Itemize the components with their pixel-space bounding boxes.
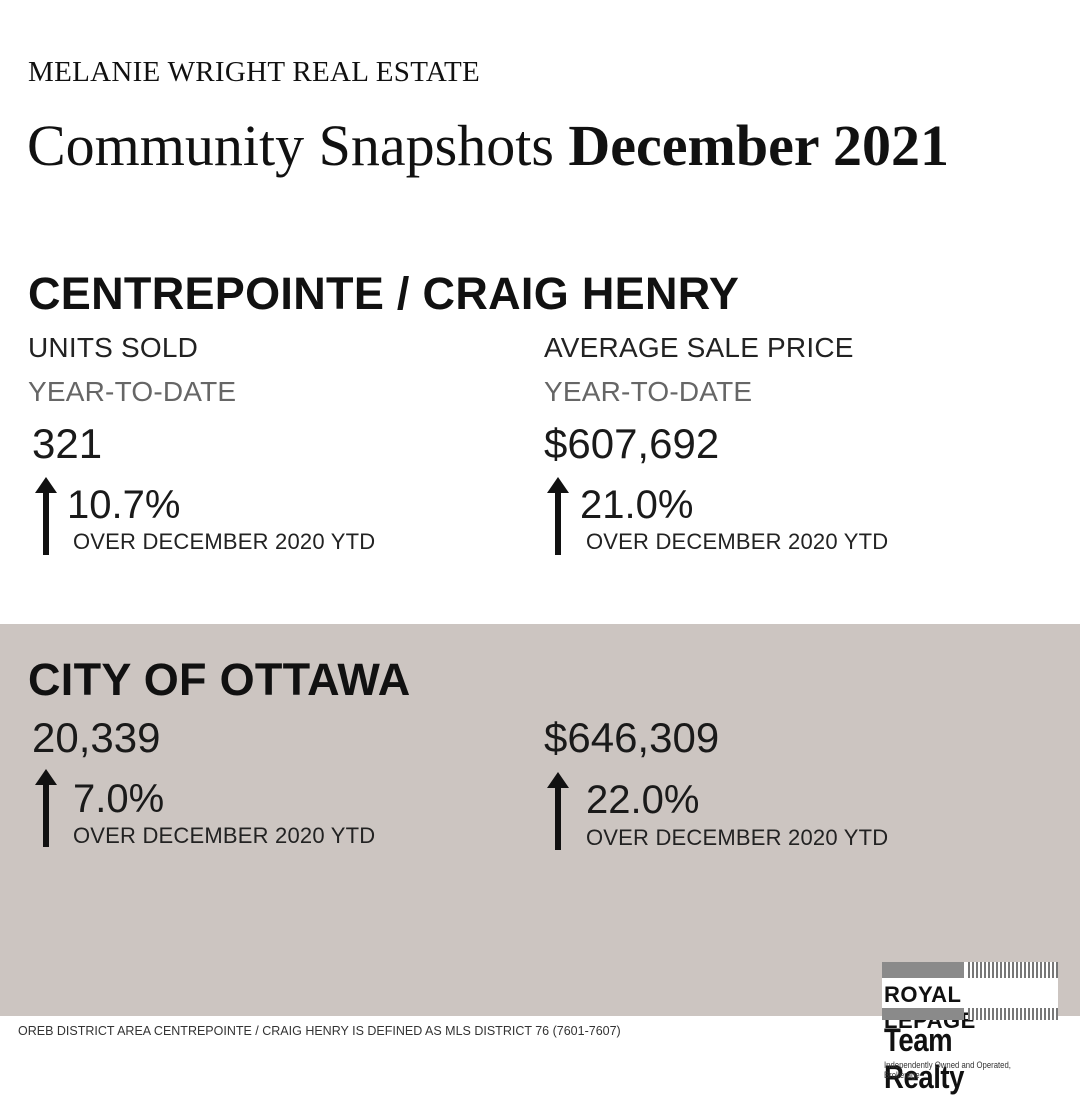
units-value: 321 [32, 420, 103, 467]
brand-name: MELANIE WRIGHT REAL ESTATE [28, 56, 480, 88]
up-arrow-icon [547, 477, 569, 555]
city-band [0, 624, 1080, 1016]
logo-bar-stripes [968, 962, 1058, 978]
city-units-change: 7.0% [73, 777, 165, 821]
page-title-main: Community Snapshots [27, 113, 554, 178]
price-comparison: OVER DECEMBER 2020 YTD [586, 529, 889, 554]
city-units-value: 20,339 [32, 714, 161, 761]
logo-bar-solid [882, 962, 964, 978]
city-price-comparison: OVER DECEMBER 2020 YTD [586, 825, 889, 850]
city-price-change: 22.0% [586, 778, 700, 822]
price-change: 21.0% [580, 483, 694, 527]
logo-bar-solid [882, 1008, 964, 1020]
units-change: 10.7% [67, 483, 181, 527]
city-price-value: $646,309 [544, 714, 720, 761]
royal-lepage-logo: ROYAL LEPAGE Team Realty Independently O… [882, 962, 1058, 1095]
city-units-comparison: OVER DECEMBER 2020 YTD [73, 823, 376, 848]
price-label: AVERAGE SALE PRICE [544, 332, 854, 363]
units-label: UNITS SOLD [28, 332, 199, 363]
logo-line-3: Independently Owned and Operated, Broker… [884, 1060, 1011, 1080]
page-title-date: December 2021 [568, 113, 950, 178]
units-period: YEAR-TO-DATE [28, 376, 237, 407]
logo-bar-stripes [968, 1008, 1058, 1020]
community-name: CENTREPOINTE / CRAIG HENRY [28, 268, 740, 319]
price-period: YEAR-TO-DATE [544, 376, 753, 407]
footnote: OREB DISTRICT AREA CENTREPOINTE / CRAIG … [18, 1024, 621, 1038]
page-title: Community Snapshots December 2021 [27, 108, 949, 184]
up-arrow-icon [35, 477, 57, 555]
units-comparison: OVER DECEMBER 2020 YTD [73, 529, 376, 554]
price-value: $607,692 [544, 420, 720, 467]
up-arrow-icon [547, 772, 569, 850]
logo-line-2: Team Realty [884, 1022, 965, 1095]
city-name: CITY OF OTTAWA [28, 654, 411, 705]
up-arrow-icon [35, 769, 57, 847]
